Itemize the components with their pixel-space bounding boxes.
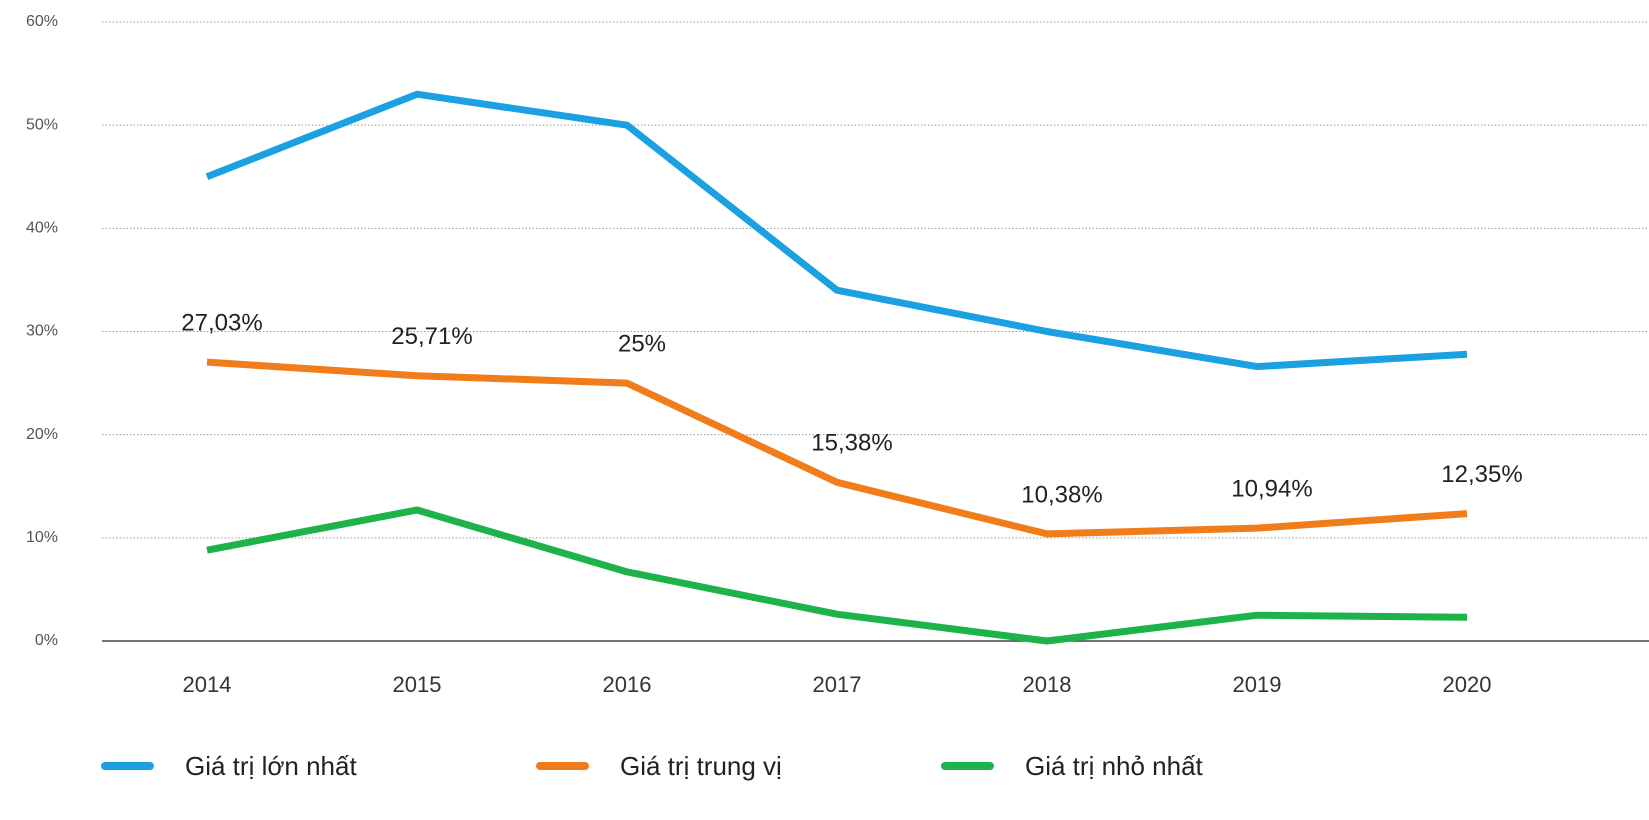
x-tick-label: 2016 (603, 672, 652, 697)
y-tick-label: 60% (26, 13, 58, 30)
data-label: 27,03% (181, 309, 262, 336)
x-tick-label: 2014 (183, 672, 232, 697)
data-label: 25,71% (391, 323, 472, 350)
x-tick-label: 2020 (1443, 672, 1492, 697)
data-label: 10,94% (1231, 475, 1312, 502)
data-label: 12,35% (1441, 461, 1522, 488)
y-tick-label: 30% (26, 323, 58, 340)
data-label: 25% (618, 330, 666, 357)
x-tick-label: 2018 (1023, 672, 1072, 697)
x-tick-label: 2015 (393, 672, 442, 697)
y-tick-label: 0% (35, 632, 58, 649)
series-line (205, 90, 1468, 371)
legend-label: Giá trị nhỏ nhất (1025, 751, 1204, 781)
data-label: 15,38% (811, 430, 892, 457)
y-tick-label: 50% (26, 116, 58, 133)
series-line (206, 506, 1468, 645)
y-tick-label: 40% (26, 220, 58, 237)
data-label: 10,38% (1021, 481, 1102, 508)
y-tick-label: 10% (26, 529, 58, 546)
x-tick-label: 2019 (1233, 672, 1282, 697)
x-tick-label: 2017 (813, 672, 862, 697)
y-tick-label: 20% (26, 426, 58, 443)
legend-label: Giá trị trung vị (620, 751, 782, 781)
legend-label: Giá trị lớn nhất (185, 751, 357, 781)
series-line (206, 358, 1468, 538)
